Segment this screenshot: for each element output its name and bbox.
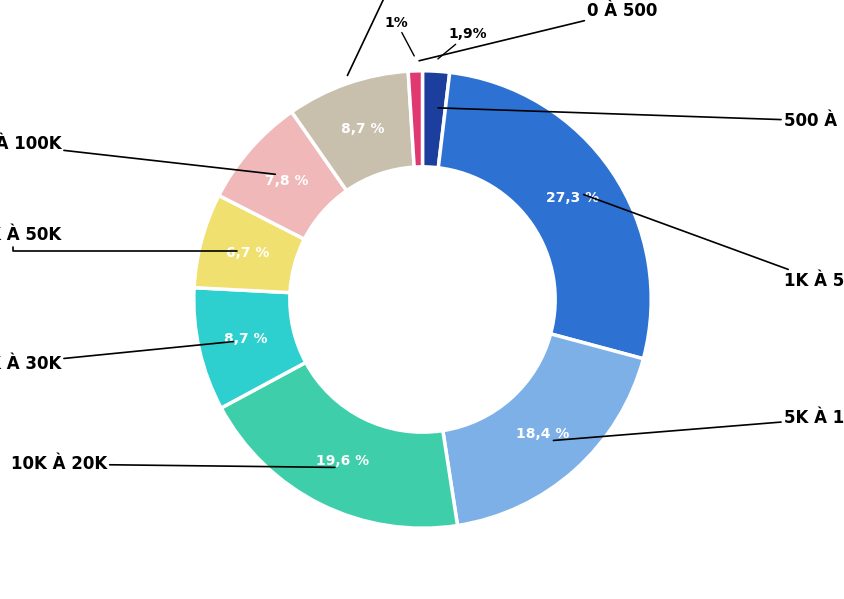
Text: 6,7 %: 6,7 % <box>226 246 269 260</box>
Text: +100K: +100K <box>347 0 425 75</box>
Wedge shape <box>194 195 304 293</box>
Wedge shape <box>221 362 457 528</box>
Wedge shape <box>422 71 449 168</box>
Text: 20K À 30K: 20K À 30K <box>0 341 233 373</box>
Text: 1%: 1% <box>384 16 414 56</box>
Text: 8,7 %: 8,7 % <box>341 122 384 136</box>
Text: 1,9%: 1,9% <box>437 28 486 59</box>
Wedge shape <box>291 71 414 190</box>
Text: 7,8 %: 7,8 % <box>264 174 308 187</box>
Wedge shape <box>193 288 306 408</box>
Text: 19,6 %: 19,6 % <box>315 454 368 468</box>
Text: 30K À 50K: 30K À 50K <box>0 226 237 251</box>
Wedge shape <box>438 72 651 359</box>
Wedge shape <box>442 334 642 525</box>
Text: 0 À 500: 0 À 500 <box>419 2 657 60</box>
Text: 1K À 5K: 1K À 5K <box>583 195 844 290</box>
Text: 5K À 10K: 5K À 10K <box>553 410 844 440</box>
Text: 50K À 100K: 50K À 100K <box>0 135 275 174</box>
Text: 8,7 %: 8,7 % <box>225 332 268 346</box>
Wedge shape <box>219 112 346 239</box>
Wedge shape <box>408 71 422 167</box>
Text: 18,4 %: 18,4 % <box>516 427 569 441</box>
Text: 27,3 %: 27,3 % <box>545 191 598 205</box>
Text: 10K À 20K: 10K À 20K <box>11 455 334 473</box>
Text: 500 À 1K: 500 À 1K <box>437 108 844 130</box>
